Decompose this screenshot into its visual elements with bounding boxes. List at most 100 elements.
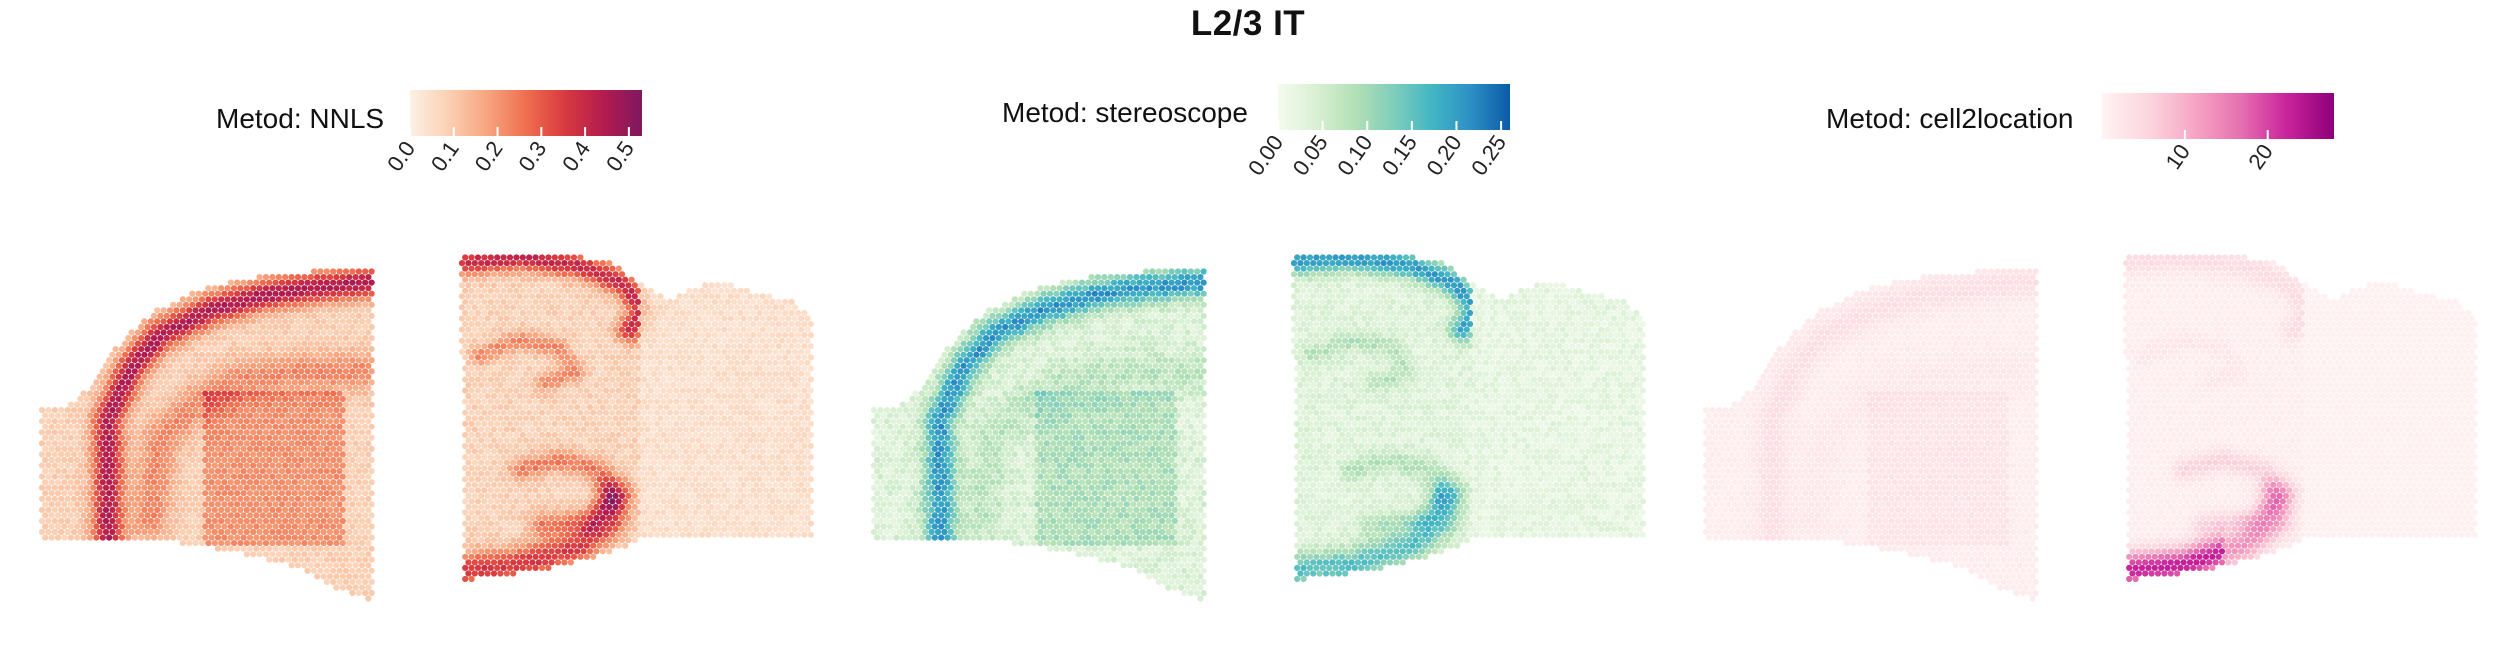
- spot: [365, 573, 372, 580]
- spot: [503, 260, 510, 267]
- spot: [740, 448, 747, 455]
- spot: [262, 274, 270, 281]
- spot: [83, 407, 90, 414]
- spot: [307, 484, 314, 491]
- spot: [262, 506, 270, 513]
- spot: [487, 509, 494, 516]
- spot: [349, 468, 356, 475]
- colorbar-gradient: [410, 90, 642, 136]
- spot: [634, 298, 642, 305]
- spot: [782, 531, 789, 538]
- spot: [125, 456, 132, 464]
- spot: [243, 329, 250, 336]
- spot: [330, 445, 337, 452]
- spot: [349, 501, 356, 508]
- spot: [211, 484, 218, 491]
- spot: [490, 492, 498, 499]
- spot: [794, 442, 802, 450]
- spot: [342, 501, 350, 508]
- spot: [154, 351, 161, 358]
- spot: [737, 531, 744, 538]
- spot: [516, 359, 523, 366]
- spot: [708, 503, 715, 511]
- spot: [782, 321, 789, 328]
- spot: [609, 409, 616, 416]
- spot: [182, 390, 190, 397]
- spot: [147, 440, 154, 447]
- spot: [599, 426, 606, 433]
- spot: [698, 465, 706, 472]
- spot: [288, 340, 295, 347]
- spot: [342, 346, 350, 353]
- spot: [628, 465, 635, 472]
- spot: [462, 309, 469, 317]
- spot: [298, 423, 305, 430]
- spot: [788, 498, 795, 505]
- spot: [227, 301, 234, 308]
- spot: [708, 514, 715, 522]
- spot: [144, 346, 151, 353]
- spot: [798, 348, 805, 355]
- spot: [622, 398, 629, 405]
- spot: [775, 431, 782, 438]
- spot: [358, 395, 366, 403]
- spot: [51, 407, 58, 414]
- spot: [150, 456, 158, 464]
- spot: [368, 501, 375, 508]
- spot: [336, 301, 343, 308]
- spot: [513, 321, 520, 328]
- spot: [182, 335, 190, 342]
- spot: [535, 459, 542, 466]
- spot: [730, 354, 738, 361]
- spot: [663, 426, 670, 433]
- spot: [176, 368, 183, 375]
- spot: [147, 517, 154, 525]
- spot: [580, 370, 587, 377]
- spot: [362, 312, 369, 319]
- spot: [221, 512, 228, 519]
- spot: [468, 265, 475, 272]
- spot: [462, 376, 469, 383]
- spot: [702, 426, 709, 433]
- spot: [362, 490, 369, 497]
- spot: [804, 359, 811, 366]
- spot: [355, 423, 362, 430]
- spot: [118, 445, 126, 452]
- spot: [657, 304, 664, 311]
- spot: [782, 454, 789, 461]
- spot: [654, 354, 661, 361]
- spot: [798, 492, 805, 499]
- spot: [785, 448, 792, 455]
- spot: [718, 332, 725, 339]
- spot: [214, 545, 222, 552]
- spot: [342, 556, 350, 563]
- spot: [298, 390, 305, 397]
- spot: [590, 520, 597, 527]
- spot: [705, 454, 712, 461]
- spot: [336, 346, 343, 353]
- spot: [711, 321, 718, 328]
- spot: [606, 393, 613, 400]
- spot: [746, 470, 754, 477]
- spot: [237, 473, 244, 480]
- spot: [564, 409, 571, 416]
- spot: [679, 487, 686, 494]
- spot: [641, 321, 648, 328]
- spot: [535, 470, 542, 477]
- spot: [532, 454, 539, 461]
- spot: [342, 301, 350, 308]
- spot: [77, 495, 84, 502]
- spot: [48, 490, 55, 497]
- spot: [462, 476, 469, 483]
- spot: [513, 431, 520, 438]
- spot: [494, 531, 501, 538]
- spot: [282, 517, 289, 525]
- spot: [686, 321, 693, 328]
- spot: [618, 415, 626, 422]
- spot: [727, 437, 734, 444]
- spot: [323, 401, 330, 408]
- spot: [538, 442, 546, 450]
- spot: [628, 431, 635, 438]
- spot: [147, 362, 154, 369]
- spot: [106, 434, 113, 441]
